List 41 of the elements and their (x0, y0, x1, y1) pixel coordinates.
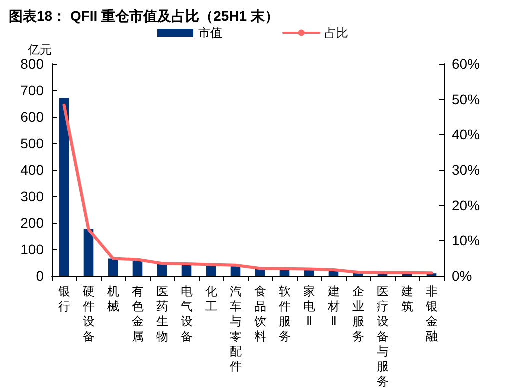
x-tick-label: 建材Ⅱ (326, 284, 340, 328)
x-tick-label: 建筑 (400, 284, 414, 314)
bar (108, 258, 118, 276)
y2-tick-label: 50% (452, 91, 480, 108)
legend-label: 市值 (198, 26, 222, 40)
bar (84, 229, 94, 276)
y-axis-title: 亿元 (27, 43, 52, 57)
x-tick-label: 汽车与零配件 (230, 284, 242, 374)
y-tick-label: 200 (20, 215, 44, 231)
y-tick-label: 300 (20, 188, 44, 204)
x-tick-label: 电气设备 (180, 284, 193, 344)
x-tick-label: 医疗设备与服务 (376, 284, 389, 388)
x-tick-label: 软件服务 (278, 284, 291, 344)
bar (132, 260, 143, 276)
x-tick-label: 硬件设备 (82, 284, 95, 344)
chart-title: 图表18： QFII 重仓市值及占比（25H1 末） (9, 8, 279, 24)
y2-tick-label: 30% (452, 162, 480, 178)
y2-tick-label: 0% (452, 268, 472, 284)
y-tick-label: 100 (20, 242, 44, 258)
y-tick-label: 0 (36, 268, 44, 284)
y2-tick-label: 60% (452, 56, 480, 72)
line-series (62, 104, 434, 275)
y-tick-label: 600 (20, 109, 44, 125)
y-tick-label: 800 (20, 56, 44, 72)
y2-tick-label: 10% (452, 232, 480, 249)
y-tick-label: 700 (20, 82, 44, 98)
x-tick-label: 企业服务 (352, 284, 364, 344)
x-tick-label: 非银金融 (424, 284, 438, 344)
bar (59, 98, 70, 276)
legend-label: 占比 (324, 26, 348, 40)
x-tick-label: 食品饮料 (253, 284, 266, 344)
y2-tick-label: 40% (452, 126, 480, 143)
x-tick-label: 银行 (57, 284, 70, 314)
y-tick-label: 500 (20, 136, 44, 152)
y-tick-label: 400 (20, 162, 44, 178)
y2-tick-label: 20% (452, 197, 480, 214)
x-tick-label: 有色金属 (132, 284, 144, 344)
x-tick-label: 医药生物 (156, 284, 168, 344)
x-tick-label: 化工 (205, 284, 218, 314)
x-tick-label: 机械 (107, 284, 120, 314)
x-tick-label: 家电Ⅱ (303, 284, 316, 328)
